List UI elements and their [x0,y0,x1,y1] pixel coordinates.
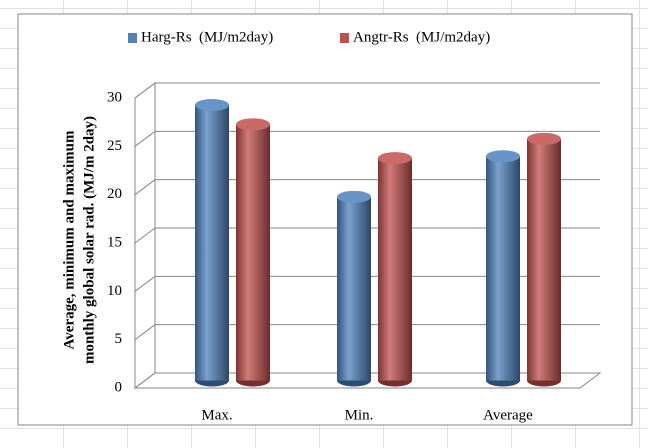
y-tick-label: 0 [115,379,123,395]
bar-top [527,132,561,145]
grid-line [134,179,600,196]
x-tick-label: Min. [345,407,374,423]
x-tick-label: Average [483,407,533,423]
y-tick-label: 25 [107,138,122,154]
x-tick-label: Max. [201,407,232,423]
bar-top [195,99,229,111]
grid-line [134,227,600,244]
grid-line [134,275,600,292]
bar-top [378,152,412,165]
grid-line [134,324,600,341]
legend-label: Angtr-Rs (MJ/m2day) [353,29,490,45]
legend-label: Harg-Rs (MJ/m2day) [141,29,273,45]
legend-swatch [128,33,137,43]
bar [236,124,270,381]
y-axis-label: Average, minimum and maximum [61,130,77,349]
bar-top [486,150,520,163]
y-tick-label: 30 [107,89,122,105]
y-axis-label: monthly global solar rad. (MJ/m 2day) [81,116,97,364]
bar-top [236,118,270,131]
grid-line [134,372,600,389]
grid-line [134,130,600,147]
y-tick-label: 20 [107,186,122,202]
bar [527,138,561,381]
bar [337,196,371,381]
y-tick-label: 10 [107,283,122,299]
y-tick-label: 5 [115,331,123,347]
y-tick-label: 15 [107,234,122,250]
legend-swatch [340,33,349,43]
bar [486,156,520,381]
bar-top [337,190,371,203]
grid-line [134,82,600,99]
bar [195,105,229,381]
bar [378,158,412,381]
